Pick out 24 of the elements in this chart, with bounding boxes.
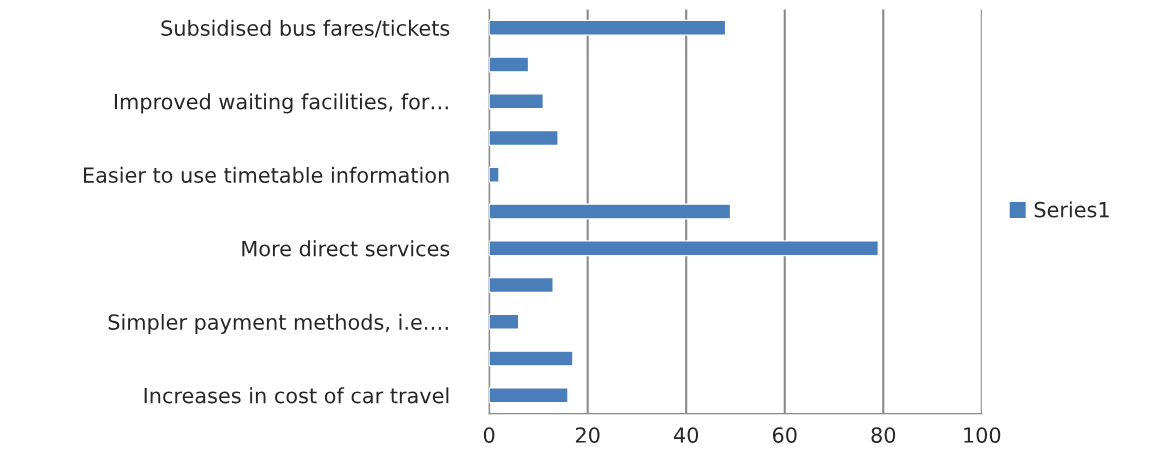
bar <box>489 276 554 294</box>
bar <box>489 350 574 367</box>
x-tick-label: 40 <box>673 427 699 443</box>
x-tick-label: 100 <box>964 427 1001 443</box>
x-tick-label: 0 <box>483 427 495 443</box>
bar <box>489 203 732 220</box>
y-tick-label: More direct services <box>242 240 450 257</box>
bar <box>489 19 727 36</box>
bar <box>489 166 500 183</box>
x-tick-label: 80 <box>871 427 896 443</box>
bar <box>489 93 545 110</box>
bar <box>489 387 569 404</box>
y-tick-label: Easier to use timetable information <box>84 166 449 183</box>
y-tick-label: Improved waiting facilities, for… <box>114 93 448 114</box>
legend-label: Series1 <box>1034 201 1109 218</box>
x-tick-label: 60 <box>772 427 797 443</box>
y-tick-label: Simpler payment methods, i.e.… <box>108 313 448 334</box>
y-tick-label: Subsidised bus fares/tickets <box>161 19 450 38</box>
bar <box>489 129 559 147</box>
y-tick-label: Increases in cost of car travel <box>144 387 449 404</box>
x-tick-label: 20 <box>575 427 600 443</box>
bar <box>489 56 530 73</box>
bar <box>489 313 520 330</box>
bar <box>489 240 880 257</box>
